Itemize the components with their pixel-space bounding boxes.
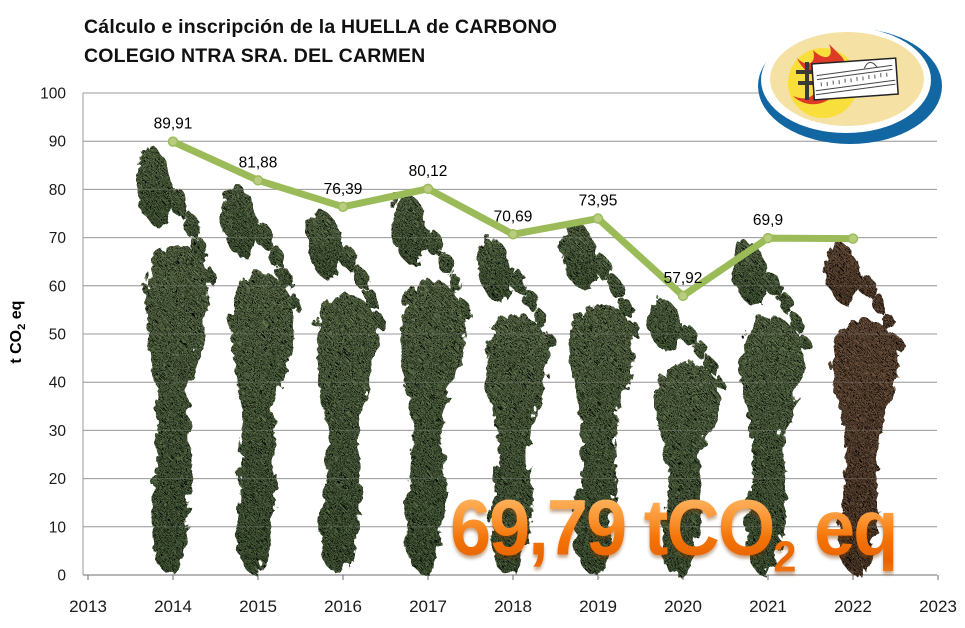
data-label-2018: 70,69	[494, 208, 533, 225]
y-tick-label-30: 30	[49, 423, 67, 440]
x-tick-label-2015: 2015	[239, 597, 277, 616]
chart-title-line2: COLEGIO NTRA SRA. DEL CARMEN	[84, 45, 426, 67]
y-tick-label-0: 0	[57, 568, 66, 585]
x-tick-label-2018: 2018	[494, 597, 532, 616]
data-point-2019	[592, 213, 604, 224]
x-tick-label-2017: 2017	[409, 597, 447, 616]
data-point-2020	[677, 290, 689, 302]
x-tick-label-2023: 2023	[919, 597, 957, 616]
data-label-2016: 76,39	[324, 181, 363, 198]
y-tick-label-50: 50	[49, 327, 67, 344]
y-tick-label-20: 20	[49, 471, 67, 488]
data-point-2022	[847, 233, 859, 244]
x-tick-label-2021: 2021	[749, 597, 787, 616]
y-axis: 0 10 20 30 40 50 60 70 80 90 100	[40, 86, 66, 585]
y-tick-label-40: 40	[49, 375, 67, 392]
y-tick-label-100: 100	[40, 86, 66, 103]
x-tick-label-2019: 2019	[579, 597, 617, 616]
y-axis-title-text: t CO	[7, 329, 25, 364]
x-axis: 2013 2014 2015 2016 2017 2018 2019 2020 2021 2022…	[69, 575, 957, 616]
x-tick-label-2014: 2014	[154, 597, 192, 616]
chart-title-line1: Cálculo e inscripción de la HUELLA de CA…	[84, 16, 558, 38]
logo-building-sketch	[811, 57, 899, 101]
data-label-2019: 73,95	[579, 193, 618, 210]
data-point-2017	[422, 183, 434, 195]
footprint-2014	[129, 140, 215, 570]
annotation-subscript: 2	[773, 531, 796, 581]
y-tick-label-70: 70	[49, 230, 67, 247]
data-label-2015: 81,88	[239, 154, 278, 171]
x-tick-label-2016: 2016	[324, 597, 362, 616]
x-tick-label-2020: 2020	[664, 597, 702, 616]
data-label-2014: 89,91	[154, 116, 193, 133]
annotation-unit-eq: eq	[795, 483, 897, 572]
x-tick-label-2013: 2013	[69, 597, 107, 616]
data-point-2014	[167, 136, 179, 147]
data-label-2020: 57,92	[664, 270, 703, 287]
school-logo	[758, 27, 942, 144]
logo-cross-icon	[796, 62, 818, 100]
y-axis-title-unit: eq	[7, 300, 25, 324]
annotation-unit: tCO	[625, 483, 774, 572]
data-point-2015	[252, 175, 264, 186]
y-tick-label-10: 10	[49, 519, 67, 536]
data-label-2017: 80,12	[409, 163, 448, 180]
data-point-2021	[762, 232, 774, 244]
y-axis-title: t CO2 eq	[8, 272, 28, 392]
footprint-2016	[299, 205, 385, 571]
chart-title: Cálculo e inscripción de la HUELLA de CA…	[84, 13, 557, 71]
y-axis-title-sub: 2	[16, 323, 29, 330]
data-label-2021: 69,9	[753, 212, 783, 229]
footprint-2022-value-annotation: 69,79 tCO2 eq	[450, 489, 896, 578]
data-point-2016	[337, 201, 349, 213]
y-tick-label-90: 90	[49, 134, 67, 151]
annotation-value: 69,79	[450, 483, 626, 572]
x-tick-label-2022: 2022	[834, 597, 872, 616]
data-point-2018	[507, 229, 519, 240]
y-tick-label-80: 80	[49, 182, 67, 199]
y-tick-label-60: 60	[49, 278, 67, 295]
